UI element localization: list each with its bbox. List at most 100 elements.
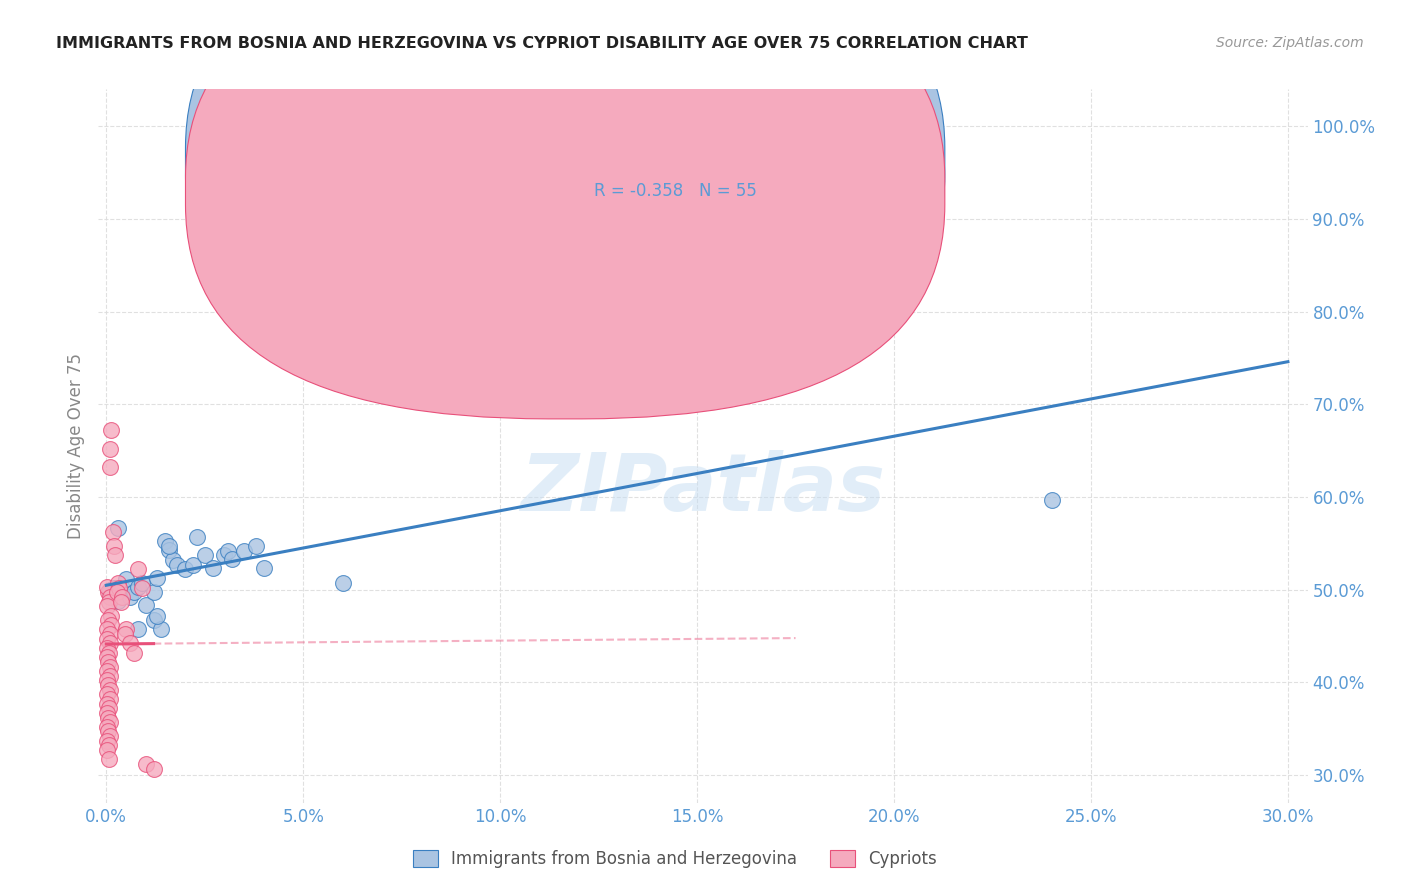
- Point: [98, 659, 121, 673]
- Point: [98, 692, 121, 706]
- Text: R = -0.358   N = 55: R = -0.358 N = 55: [595, 182, 756, 200]
- Point: [115, 623, 138, 637]
- Text: Source: ZipAtlas.com: Source: ZipAtlas.com: [1216, 36, 1364, 50]
- Point: [332, 576, 354, 591]
- Point: [98, 646, 121, 660]
- Point: [221, 552, 243, 566]
- Point: [194, 549, 217, 563]
- Point: [131, 581, 153, 595]
- Point: [98, 739, 121, 753]
- Point: [127, 623, 149, 637]
- Point: [96, 697, 118, 711]
- Point: [96, 687, 118, 701]
- Text: IMMIGRANTS FROM BOSNIA AND HERZEGOVINA VS CYPRIOT DISABILITY AGE OVER 75 CORRELA: IMMIGRANTS FROM BOSNIA AND HERZEGOVINA V…: [56, 36, 1028, 51]
- Point: [127, 562, 149, 576]
- Point: [122, 584, 145, 599]
- Point: [142, 613, 165, 627]
- Point: [96, 580, 118, 594]
- Point: [103, 581, 125, 595]
- Point: [146, 608, 169, 623]
- Point: [157, 539, 180, 553]
- Point: [166, 558, 188, 572]
- Point: [96, 640, 118, 655]
- Point: [155, 534, 177, 549]
- Point: [98, 636, 121, 650]
- Point: [103, 525, 125, 540]
- Point: [214, 549, 236, 563]
- Point: [233, 543, 256, 558]
- Point: [107, 594, 129, 608]
- Point: [97, 678, 120, 692]
- Point: [115, 572, 138, 586]
- Point: [186, 530, 208, 544]
- Point: [98, 701, 121, 715]
- Point: [98, 582, 121, 597]
- Point: [201, 561, 224, 575]
- Point: [529, 275, 551, 289]
- Point: [98, 460, 121, 475]
- Point: [96, 664, 118, 678]
- Point: [181, 558, 204, 572]
- Point: [96, 720, 118, 734]
- Point: [142, 762, 165, 776]
- Point: [174, 562, 197, 576]
- Point: [135, 599, 157, 613]
- Text: ZIPatlas: ZIPatlas: [520, 450, 886, 528]
- FancyBboxPatch shape: [186, 0, 945, 389]
- Point: [98, 669, 121, 683]
- Point: [127, 580, 149, 594]
- Point: [98, 682, 121, 697]
- Point: [162, 553, 184, 567]
- Point: [146, 571, 169, 585]
- Point: [131, 576, 153, 591]
- Point: [96, 650, 118, 665]
- Point: [97, 584, 120, 599]
- FancyBboxPatch shape: [522, 139, 811, 225]
- Point: [98, 590, 121, 604]
- Point: [98, 442, 121, 456]
- Point: [107, 520, 129, 534]
- Point: [97, 613, 120, 627]
- Point: [98, 627, 121, 641]
- Point: [118, 590, 141, 604]
- Point: [253, 561, 276, 575]
- Point: [150, 623, 173, 637]
- Point: [114, 627, 136, 641]
- Point: [96, 632, 118, 646]
- Point: [108, 581, 131, 595]
- Point: [97, 655, 120, 669]
- Point: [98, 595, 121, 609]
- Point: [122, 646, 145, 660]
- Point: [98, 715, 121, 730]
- Point: [96, 743, 118, 757]
- Point: [97, 710, 120, 724]
- Point: [96, 733, 118, 747]
- Point: [1040, 492, 1063, 507]
- Point: [98, 585, 121, 599]
- Point: [105, 585, 128, 599]
- Point: [100, 618, 122, 632]
- Point: [110, 595, 132, 609]
- Point: [96, 599, 118, 614]
- Point: [97, 752, 120, 766]
- Legend: Immigrants from Bosnia and Herzegovina, Cypriots: Immigrants from Bosnia and Herzegovina, …: [406, 843, 943, 875]
- Point: [111, 581, 134, 595]
- Point: [96, 623, 118, 637]
- Y-axis label: Disability Age Over 75: Disability Age Over 75: [67, 353, 86, 539]
- Point: [111, 590, 134, 604]
- Point: [100, 423, 122, 437]
- FancyBboxPatch shape: [186, 0, 945, 419]
- Point: [103, 582, 125, 596]
- Point: [107, 576, 129, 591]
- Point: [104, 549, 127, 563]
- Point: [217, 543, 239, 558]
- Point: [118, 636, 141, 650]
- Point: [245, 539, 267, 553]
- Point: [103, 539, 125, 553]
- Point: [157, 542, 180, 557]
- Text: R =  0.519   N = 38: R = 0.519 N = 38: [595, 153, 756, 170]
- Point: [100, 608, 122, 623]
- Point: [98, 729, 121, 743]
- Point: [96, 673, 118, 688]
- Point: [97, 724, 120, 739]
